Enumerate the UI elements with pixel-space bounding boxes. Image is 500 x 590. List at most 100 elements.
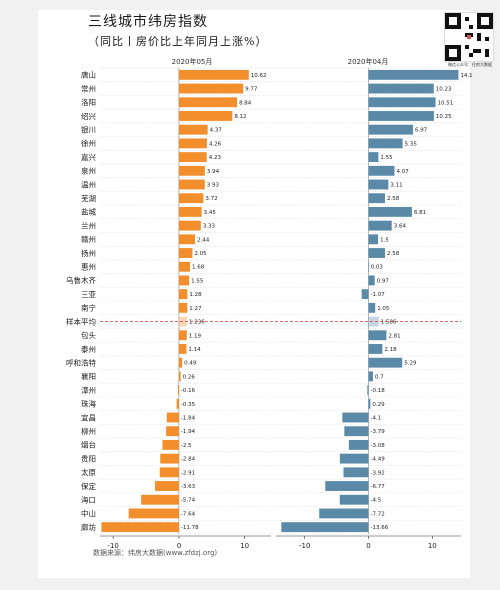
category-label: 芜湖 [81, 193, 96, 203]
data-value-label: 0.03 [371, 265, 384, 271]
data-value-label: -2.5 [181, 443, 192, 449]
data-value-label: 1.27 [189, 306, 202, 312]
category-label: 徐州 [81, 138, 96, 148]
category-label: 中山 [81, 508, 96, 518]
x-tick-label: -10 [107, 542, 118, 550]
data-bar [178, 124, 208, 135]
data-bar [178, 179, 205, 190]
panel-title: 2020年05月 [172, 57, 213, 66]
data-value-label: 10.62 [251, 73, 267, 79]
category-label: 烟台 [81, 440, 96, 450]
category-label: 贵阳 [81, 453, 96, 463]
data-bar [368, 69, 459, 80]
data-value-label: -3.63 [181, 484, 196, 490]
data-value-label: 2.58 [387, 251, 400, 257]
category-label: 唐山 [81, 70, 96, 80]
category-label: 海口 [81, 495, 96, 505]
data-bar [368, 179, 389, 190]
data-bar [178, 234, 195, 245]
data-bar [141, 494, 179, 505]
data-value-label: 3.33 [203, 224, 216, 230]
data-bar [368, 83, 434, 94]
data-source-note: 数据来源：纬房大数据(www.zfdzj.org) [93, 549, 218, 557]
x-tick-label: 0 [366, 542, 370, 550]
average-bar [368, 316, 379, 327]
data-bar [176, 398, 179, 409]
category-label: 保定 [81, 481, 96, 491]
category-label: 包头 [81, 330, 96, 340]
data-bar [368, 97, 436, 108]
data-value-label: 1.14 [188, 347, 201, 353]
category-label: 洛阳 [81, 97, 96, 107]
category-label: 嘉兴 [81, 152, 96, 162]
data-value-label: -1.84 [181, 416, 196, 422]
data-value-label: 2.44 [197, 237, 210, 243]
data-value-label: 10.23 [436, 87, 452, 93]
data-value-label: 3.45 [204, 210, 217, 216]
data-value-label: -3.08 [371, 443, 386, 449]
data-value-label: -11.78 [181, 525, 199, 531]
data-value-label: -1.07 [371, 292, 386, 298]
data-bar [178, 97, 238, 108]
data-value-label: 8.12 [234, 114, 246, 120]
data-value-label: 4.23 [209, 155, 222, 161]
category-label: 扬州 [81, 248, 96, 258]
data-bar [339, 453, 369, 464]
data-value-label: 1.236 [189, 320, 205, 326]
category-label: 泰州 [81, 344, 96, 354]
data-bar [368, 357, 403, 368]
data-value-label: -4.1 [371, 416, 382, 422]
data-value-label: 0.49 [184, 361, 197, 367]
data-value-label: 3.64 [394, 224, 407, 230]
data-value-label: -2.84 [181, 457, 196, 463]
data-bar [368, 302, 376, 313]
data-value-label: 1.28 [189, 292, 202, 298]
data-bar [325, 481, 369, 491]
data-value-label: 1.68 [192, 265, 205, 271]
data-bar [166, 412, 179, 423]
data-value-label: 0.97 [377, 278, 390, 284]
data-bar [281, 522, 369, 533]
x-tick-label: 10 [428, 542, 437, 550]
data-bar [128, 508, 179, 519]
qr-code-icon [445, 13, 493, 61]
data-bar [178, 344, 187, 354]
data-value-label: 6.81 [414, 210, 426, 216]
data-bar [344, 426, 369, 437]
data-bar [162, 439, 179, 450]
data-bar [342, 412, 369, 423]
data-value-label: -13.66 [371, 525, 389, 531]
data-bar [368, 371, 373, 382]
data-bar [343, 467, 369, 478]
data-bar [368, 275, 375, 286]
category-label: 惠州 [81, 262, 96, 272]
data-bar [178, 206, 202, 217]
data-value-label: 2.05 [194, 251, 207, 257]
data-bar [155, 481, 179, 491]
data-bar [178, 83, 244, 94]
category-label: 漳州 [81, 385, 96, 395]
data-bar [177, 385, 179, 396]
data-value-label: -0.18 [371, 388, 386, 394]
category-label: 三亚 [81, 290, 96, 299]
data-value-label: -7.72 [371, 511, 385, 517]
data-value-label: 5.29 [404, 361, 417, 367]
data-value-label: 3.11 [390, 183, 402, 189]
data-bar [178, 248, 193, 258]
category-label: 柳州 [81, 426, 96, 436]
data-bar [367, 385, 369, 396]
data-value-label: -5.74 [181, 498, 196, 504]
data-bar [368, 111, 434, 121]
data-bar [368, 330, 387, 341]
data-value-label: 4.07 [396, 169, 409, 175]
data-bar [101, 522, 179, 533]
data-bar [368, 344, 383, 354]
data-value-label: 9.77 [245, 87, 258, 93]
data-bar [368, 152, 379, 163]
data-value-label: 5.35 [405, 141, 418, 147]
chart-title: 三线城市纬房指数 [88, 14, 208, 30]
data-value-label: 10.25 [436, 114, 452, 120]
category-label: 银川 [81, 125, 96, 134]
data-value-label: 8.84 [239, 100, 252, 106]
data-bar [178, 357, 183, 368]
